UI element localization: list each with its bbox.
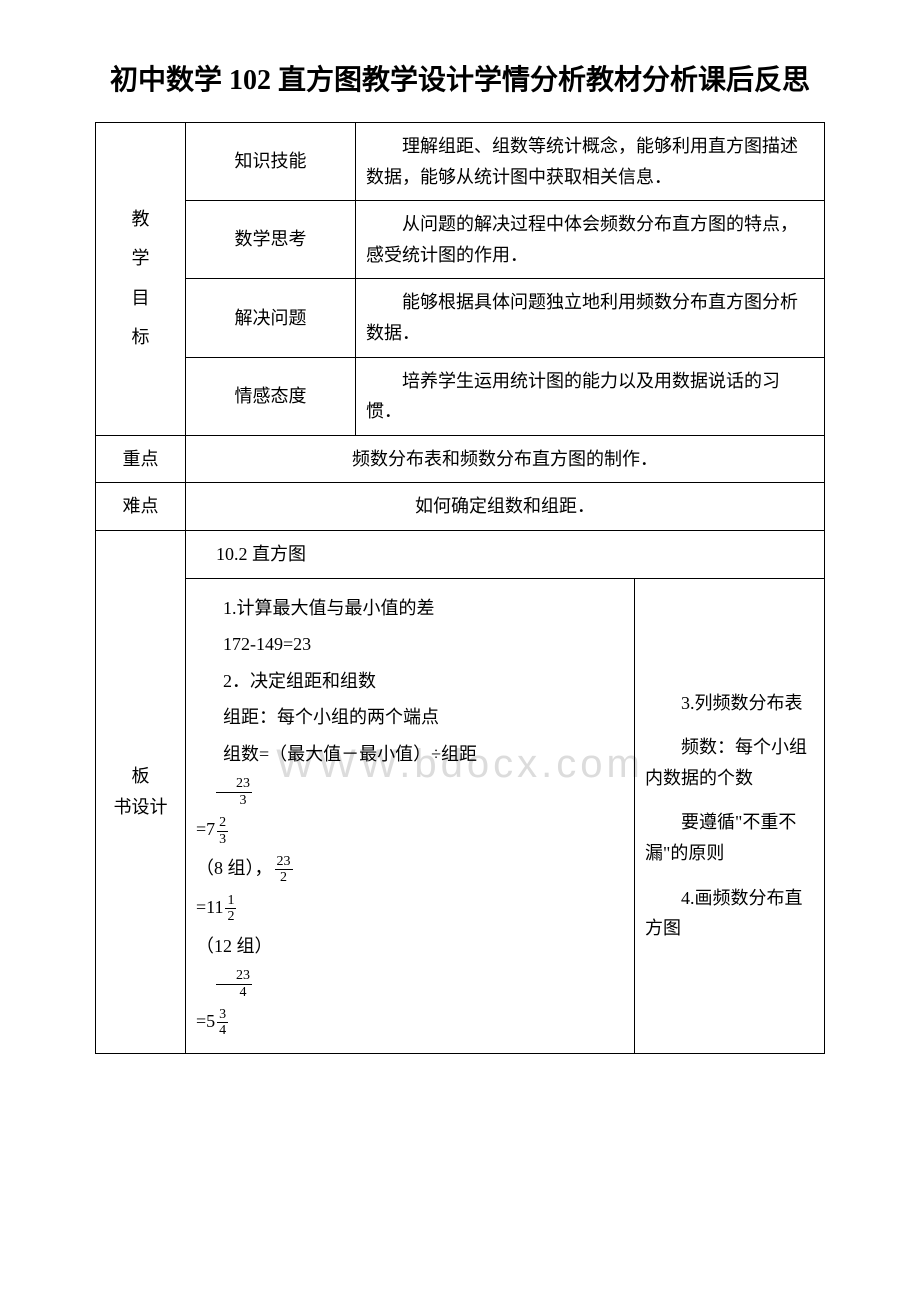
fraction: 234 (216, 968, 252, 1000)
board-char: 板 (106, 761, 175, 792)
table-row: 教 学 目 标 知识技能 理解组距、组数等统计概念，能够利用直方图描述数据，能够… (96, 123, 825, 201)
fraction: 34 (217, 1007, 228, 1039)
difficulty-desc: 如何确定组数和组距． (186, 483, 825, 531)
board-line: 组距：每个小组的两个端点 (196, 702, 624, 733)
board-left-content: 1.计算最大值与最小值的差 172-149=23 2．决定组距和组数 组距：每个… (186, 578, 635, 1053)
row-desc: 培养学生运用统计图的能力以及用数据说话的习惯． (356, 357, 825, 435)
table-row: 重点 频数分布表和频数分布直方图的制作． (96, 435, 825, 483)
row-desc: 能够根据具体问题独立地利用频数分布直方图分析数据． (356, 279, 825, 357)
row-desc: 从问题的解决过程中体会频数分布直方图的特点，感受统计图的作用． (356, 201, 825, 279)
table-row: 解决问题 能够根据具体问题独立地利用频数分布直方图分析数据． (96, 279, 825, 357)
board-design-label: 板 书设计 (96, 530, 186, 1053)
board-line: 2．决定组距和组数 (196, 666, 624, 697)
fraction: 232 (275, 854, 293, 886)
teaching-goals-label: 教 学 目 标 (96, 123, 186, 436)
board-line: 组数=（最大值－最小值）÷组距 (196, 739, 624, 770)
board-line: 172-149=23 (196, 629, 624, 660)
board-eq-line: （8 组），232 (196, 853, 624, 886)
board-eq-line: （12 组） (196, 931, 624, 962)
table-row: 情感态度 培养学生运用统计图的能力以及用数据说话的习惯． (96, 357, 825, 435)
table-row: 1.计算最大值与最小值的差 172-149=23 2．决定组距和组数 组距：每个… (96, 578, 825, 1053)
fraction: 12 (225, 893, 236, 925)
board-right-line: 频数：每个小组内数据的个数 (645, 732, 814, 793)
board-heading: 10.2 直方图 (186, 530, 825, 578)
board-right-content: 3.列频数分布表 频数：每个小组内数据的个数 要遵循"不重不漏"的原则 4.画频… (635, 578, 825, 1053)
keypoint-label: 重点 (96, 435, 186, 483)
board-line: 1.计算最大值与最小值的差 (196, 593, 624, 624)
page-title: 初中数学 102 直方图教学设计学情分析教材分析课后反思 (95, 60, 825, 102)
keypoint-desc: 频数分布表和频数分布直方图的制作． (186, 435, 825, 483)
row-label: 解决问题 (186, 279, 356, 357)
difficulty-label: 难点 (96, 483, 186, 531)
board-eq-line: =1112 (196, 892, 624, 925)
row-label: 知识技能 (186, 123, 356, 201)
goals-char: 目 (106, 279, 175, 319)
row-desc: 理解组距、组数等统计概念，能够利用直方图描述数据，能够从统计图中获取相关信息． (356, 123, 825, 201)
fraction: 233 (216, 776, 252, 808)
fraction: 23 (217, 815, 228, 847)
row-label: 数学思考 (186, 201, 356, 279)
board-right-line: 4.画频数分布直方图 (645, 883, 814, 944)
board-fraction-line: 234 (196, 967, 624, 1000)
goals-char: 学 (106, 239, 175, 279)
row-label: 情感态度 (186, 357, 356, 435)
goals-char: 标 (106, 318, 175, 358)
board-right-line: 要遵循"不重不漏"的原则 (645, 807, 814, 868)
board-fraction-line: 233 (196, 776, 624, 809)
board-char: 书设计 (106, 792, 175, 823)
lesson-plan-table: 教 学 目 标 知识技能 理解组距、组数等统计概念，能够利用直方图描述数据，能够… (95, 122, 825, 1054)
board-right-line: 3.列频数分布表 (645, 688, 814, 719)
board-eq-line: =723 (196, 814, 624, 847)
table-row: 数学思考 从问题的解决过程中体会频数分布直方图的特点，感受统计图的作用． (96, 201, 825, 279)
table-row: 板 书设计 10.2 直方图 (96, 530, 825, 578)
board-eq-line: =534 (196, 1006, 624, 1039)
table-row: 难点 如何确定组数和组距． (96, 483, 825, 531)
goals-char: 教 (106, 200, 175, 240)
